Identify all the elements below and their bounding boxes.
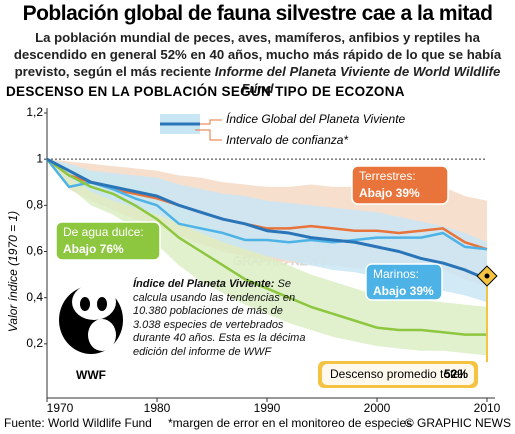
y-tick-label: 0,2 xyxy=(26,336,43,350)
subtitle: La población mundial de peces, aves, mam… xyxy=(6,29,509,97)
y-tick-label: 1,2 xyxy=(26,105,43,119)
legend-label: Índice Global del Planeta Viviente xyxy=(226,111,406,126)
total-inner xyxy=(322,364,474,385)
panda-eye xyxy=(80,297,90,311)
legend-leader xyxy=(195,129,222,141)
x-tick-label: 2000 xyxy=(364,401,391,415)
subtitle-source: Informe del Planeta Viviente de World Wi… xyxy=(214,64,501,96)
callout-value: Abajo 39% xyxy=(359,186,420,200)
panda-face xyxy=(72,284,116,320)
total-marker-dot xyxy=(484,273,490,279)
title: Población global de fauna silvestre cae … xyxy=(22,2,493,25)
credit: © GRAPHIC NEWS xyxy=(405,416,511,430)
total-label: Descenso promedio total: xyxy=(330,367,466,381)
callout-name: De agua dulce: xyxy=(63,225,144,239)
callout-box xyxy=(351,165,449,205)
y-axis-label: Valor índice (1970 = 1) xyxy=(6,211,20,332)
y-tick-label: 1 xyxy=(36,151,43,165)
legend-leader xyxy=(200,119,222,125)
x-tick-label: 1980 xyxy=(144,401,171,415)
callout-name: Terrestres: xyxy=(359,169,416,183)
y-tick-label: 0,8 xyxy=(26,198,43,212)
subtitle-text: La población mundial de peces, aves, mam… xyxy=(13,30,502,79)
legend-label: Intervalo de confianza* xyxy=(226,133,348,147)
wwf-logo: WWF xyxy=(59,284,123,382)
wwf-title: Índice del Planeta Viviente: xyxy=(133,278,275,290)
wwf-text: Se calcula usando las tendencias en 10.3… xyxy=(133,278,306,358)
callout-name: Marinos: xyxy=(373,267,419,281)
series-line xyxy=(46,158,487,336)
x-tick-label: 1990 xyxy=(254,401,281,415)
callout-box xyxy=(365,263,443,301)
y-tick-label: 0,4 xyxy=(26,290,43,304)
panda-eye xyxy=(97,297,107,311)
wwf-note: Índice del Planeta Viviente: Se calcula … xyxy=(133,278,311,359)
series-line xyxy=(46,158,488,251)
panda-chest xyxy=(88,319,116,351)
footnote: *margen de error en el monitoreo de espe… xyxy=(168,416,412,430)
callout-value: Abajo 39% xyxy=(373,284,434,298)
callout-box xyxy=(55,221,161,261)
wwf-logo-text: WWF xyxy=(76,368,106,382)
x-tick-label: 1970 xyxy=(47,401,74,415)
callout-value: Abajo 76% xyxy=(63,242,124,256)
y-tick-label: 0,6 xyxy=(26,244,43,258)
series-line xyxy=(46,158,488,251)
series-line xyxy=(46,157,488,281)
section-title: DESCENSO EN LA POBLACIÓN SEGÚN TIPO DE E… xyxy=(6,84,405,99)
x-tick-label: 2010 xyxy=(474,401,501,415)
source: Fuente: World Wildlife Fund xyxy=(4,416,152,430)
total-value: 52% xyxy=(444,367,468,381)
